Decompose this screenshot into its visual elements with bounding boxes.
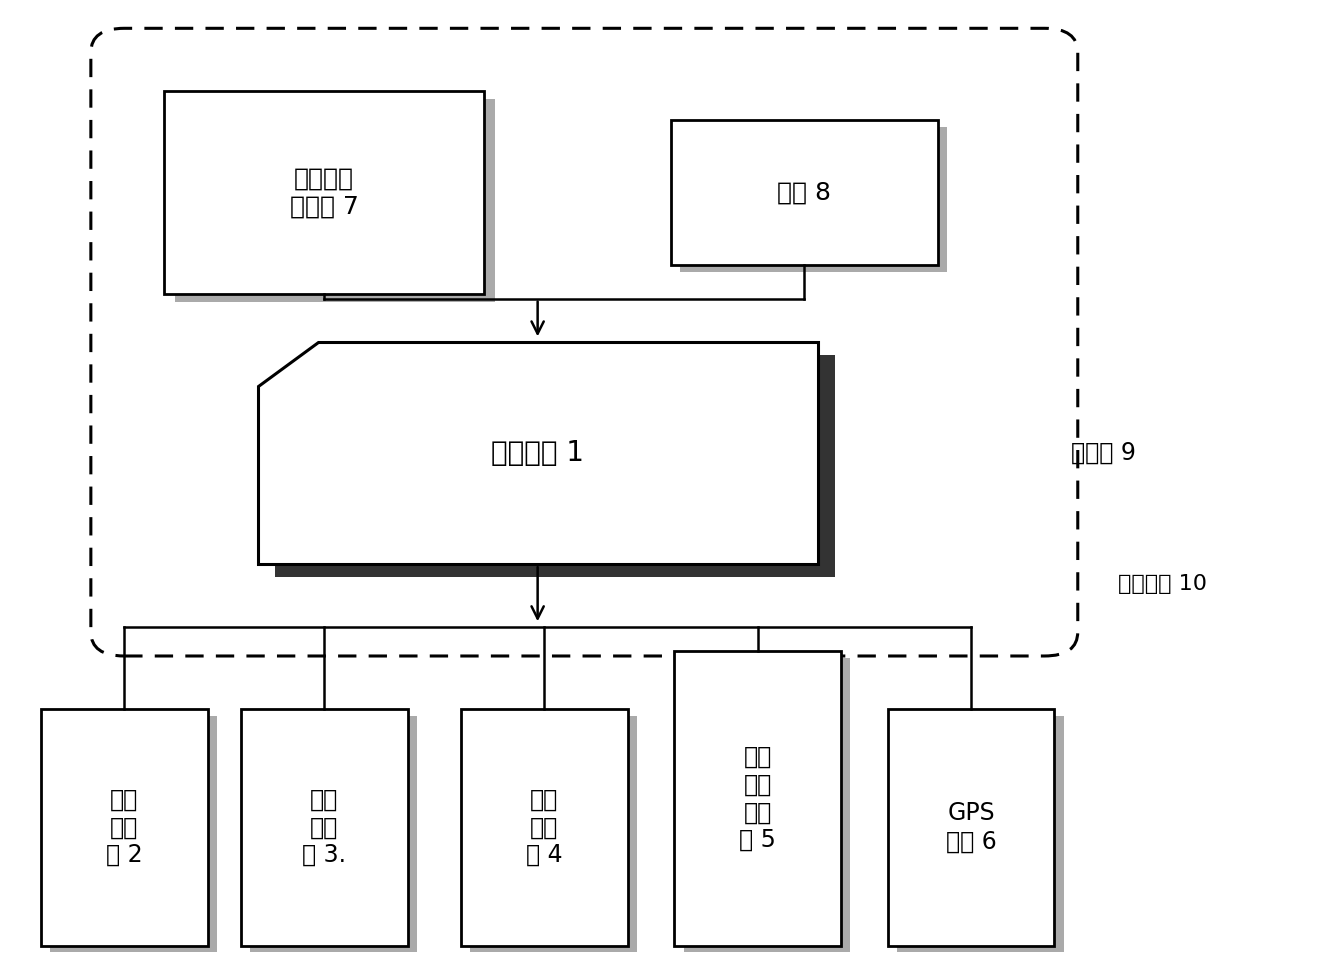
Polygon shape <box>258 342 817 564</box>
Bar <box>164 92 484 294</box>
Bar <box>470 716 637 953</box>
Text: GPS
模块 6: GPS 模块 6 <box>946 802 997 853</box>
Text: 屏蔽导线 10: 屏蔽导线 10 <box>1118 574 1206 593</box>
Bar <box>460 709 628 946</box>
Bar <box>680 127 947 272</box>
Text: 电子盘存
储模块 7: 电子盘存 储模块 7 <box>290 167 358 218</box>
Bar <box>674 652 841 946</box>
Bar <box>683 657 851 953</box>
Text: 产量
传感
器 3.: 产量 传感 器 3. <box>302 788 346 867</box>
Polygon shape <box>275 355 835 577</box>
Bar <box>671 120 938 265</box>
Bar <box>896 716 1064 953</box>
Bar <box>50 716 217 953</box>
Bar <box>40 709 208 946</box>
Bar <box>174 98 495 302</box>
FancyBboxPatch shape <box>91 28 1078 656</box>
Text: 割台
状态
传感
器 5: 割台 状态 传感 器 5 <box>739 745 776 852</box>
Text: 控制盒 9: 控制盒 9 <box>1071 441 1135 466</box>
Text: 主控制器 1: 主控制器 1 <box>491 439 584 468</box>
Bar <box>242 709 408 946</box>
Bar <box>887 709 1055 946</box>
Text: 电源 8: 电源 8 <box>777 180 831 205</box>
Bar <box>250 716 417 953</box>
Text: 湿度
传感
器 4: 湿度 传感 器 4 <box>526 788 562 867</box>
Text: 速度
传感
器 2: 速度 传感 器 2 <box>106 788 142 867</box>
